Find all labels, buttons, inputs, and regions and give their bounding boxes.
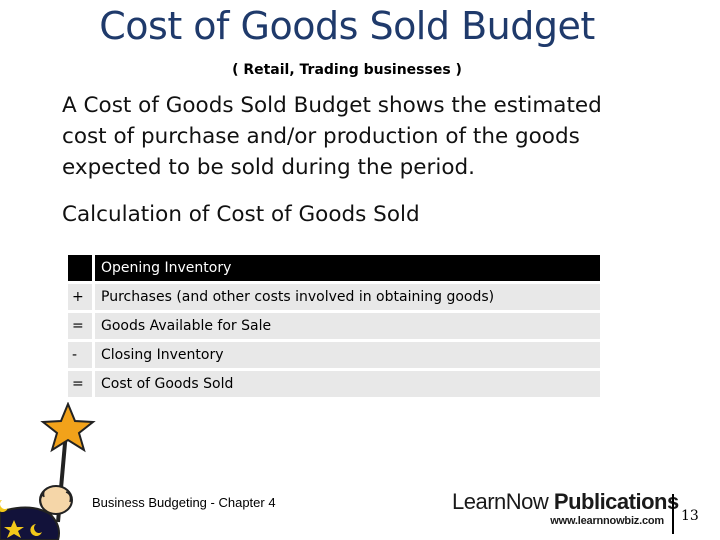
page-number: 13 [681,508,699,524]
operator-cell: = [68,313,95,339]
line-item-cell: Opening Inventory [95,255,600,281]
table-header-row: Opening Inventory [68,255,600,281]
operator-cell: - [68,342,95,368]
calculation-heading: Calculation of Cost of Goods Sold [62,202,420,227]
operator-cell: = [68,371,95,397]
table-row: = Cost of Goods Sold [68,371,600,397]
operator-cell [68,255,95,281]
table-row: + Purchases (and other costs involved in… [68,284,600,310]
line-item-cell: Goods Available for Sale [95,313,600,339]
table-row: - Closing Inventory [68,342,600,368]
publisher-logo: LearnNow Publications www.learnnowbiz.co… [452,489,679,528]
description-line: A Cost of Goods Sold Budget shows the es… [62,93,602,118]
description-text: A Cost of Goods Sold Budget shows the es… [62,90,682,183]
line-item-cell: Cost of Goods Sold [95,371,600,397]
footer-divider [672,494,674,534]
description-line: cost of purchase and/or production of th… [62,124,580,149]
line-item-cell: Purchases (and other costs involved in o… [95,284,600,310]
wizard-with-star-wand-icon [0,402,96,540]
logo-learn-now: LearnNow [452,489,549,514]
cogs-calculation-table: Opening Inventory + Purchases (and other… [68,252,600,400]
logo-url: www.learnnowbiz.com [550,515,664,527]
logo-wordmark: LearnNow Publications [452,489,679,514]
chapter-footer: Business Budgeting - Chapter 4 [92,495,276,510]
line-item-cell: Closing Inventory [95,342,600,368]
slide-title: Cost of Goods Sold Budget [99,4,595,48]
slide-subtitle: ( Retail, Trading businesses ) [232,62,462,78]
table-row: = Goods Available for Sale [68,313,600,339]
description-line: expected to be sold during the period. [62,155,475,180]
logo-publications: Publications [553,489,679,514]
operator-cell: + [68,284,95,310]
